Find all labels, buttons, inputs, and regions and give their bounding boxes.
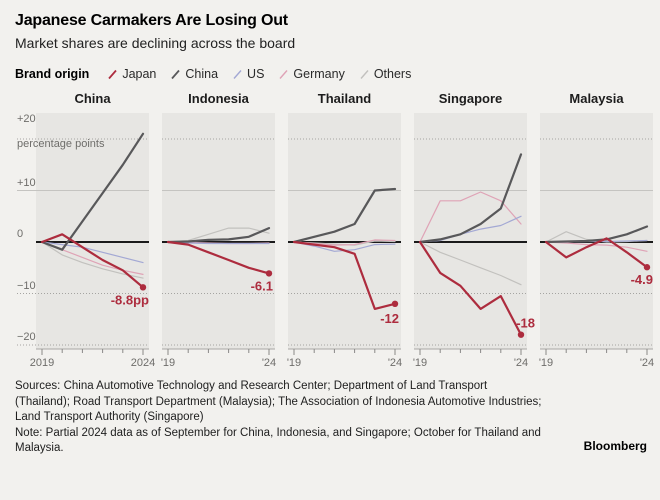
series-line-china bbox=[166, 226, 271, 244]
chart-title: Japanese Carmakers Are Losing Out bbox=[15, 12, 288, 29]
end-point-dot bbox=[643, 264, 651, 271]
x-axis-tick-label: '24 bbox=[640, 357, 654, 369]
panel-china: China -8.8pp 2019 2024 bbox=[17, 91, 155, 369]
series-line-china bbox=[40, 132, 145, 251]
chart-subtitle: Market shares are declining across the b… bbox=[15, 35, 296, 51]
series-line-japan bbox=[292, 240, 397, 310]
panel-plot: -6.1 '19 '24 bbox=[161, 113, 276, 369]
series-line-china bbox=[418, 153, 523, 244]
plot-background bbox=[288, 113, 401, 349]
end-value-label: -12 bbox=[380, 311, 399, 326]
series-line-japan bbox=[166, 240, 271, 275]
legend-slash-icon bbox=[233, 69, 242, 79]
legend-item-label: Japan bbox=[122, 67, 157, 81]
legend-item-label: China bbox=[185, 67, 219, 81]
x-axis-tick-label: 2024 bbox=[131, 357, 155, 369]
series-line-us bbox=[41, 241, 144, 264]
legend-item-label: Germany bbox=[293, 67, 345, 81]
legend-slash-icon bbox=[171, 69, 181, 79]
legend-label: Brand origin bbox=[15, 67, 90, 81]
panel-title: Singapore bbox=[438, 91, 503, 106]
series-line-japan bbox=[40, 233, 145, 289]
legend-slash-icon bbox=[108, 69, 117, 79]
x-axis-tick-label: '24 bbox=[262, 357, 276, 369]
x-axis-tick-label: '24 bbox=[388, 357, 402, 369]
legend-item-label: Others bbox=[373, 67, 412, 81]
series-line-germany bbox=[419, 191, 522, 243]
x-axis-tick-label: '19 bbox=[287, 357, 301, 369]
legend-item-china: China bbox=[170, 67, 218, 81]
bloomberg-logo: Bloomberg bbox=[583, 439, 647, 453]
panel-malaysia: Malaysia -4.9 '19 '24 bbox=[539, 91, 654, 369]
sources-text: Sources: China Automotive Technology and… bbox=[15, 380, 542, 423]
x-axis-tick-label: 2019 bbox=[30, 357, 54, 369]
plot-background bbox=[36, 113, 149, 349]
legend-item-japan: Japan bbox=[107, 67, 156, 81]
series-line-china bbox=[292, 187, 397, 244]
panel-thailand: Thailand -12 '19 '24 bbox=[287, 91, 402, 369]
end-value-label: -18 bbox=[516, 316, 535, 331]
x-axis-tick-label: '19 bbox=[161, 357, 175, 369]
panel-singapore: Singapore -18 '19 '24 bbox=[413, 91, 535, 369]
end-value-label: -6.1 bbox=[251, 278, 273, 293]
panel-plot: -8.8pp 2019 2024 bbox=[17, 113, 155, 369]
legend-item-label: US bbox=[247, 67, 265, 81]
panel-indonesia: Indonesia -6.1 '19 '24 bbox=[161, 91, 276, 369]
small-multiples: +20 percentage points +10 0 −10 −20 China -8.8p… bbox=[0, 91, 660, 369]
x-axis-tick-label: '19 bbox=[539, 357, 553, 369]
x-axis-tick-label: '24 bbox=[514, 357, 528, 369]
end-value-label: -4.9 bbox=[631, 272, 653, 287]
end-point-dot bbox=[517, 331, 525, 338]
panel-plot: -4.9 '19 '24 bbox=[539, 113, 654, 369]
legend-item-us: US bbox=[232, 67, 264, 81]
series-line-us bbox=[167, 241, 270, 245]
legend-item-germany: Germany bbox=[278, 67, 345, 81]
panel-plot: -18 '19 '24 bbox=[413, 113, 535, 369]
series-line-japan bbox=[418, 240, 523, 336]
x-axis-tick-label: '19 bbox=[413, 357, 427, 369]
note-text: Note: Partial 2024 data as of September … bbox=[15, 426, 541, 455]
panel-plot: -12 '19 '24 bbox=[287, 113, 402, 369]
series-line-japan bbox=[544, 237, 649, 269]
panel-title: Malaysia bbox=[569, 91, 624, 106]
series-line-others bbox=[419, 241, 522, 286]
legend-slash-icon bbox=[279, 69, 288, 79]
panel-title: China bbox=[74, 91, 111, 106]
series-line-china bbox=[544, 225, 649, 244]
end-value-label: -8.8pp bbox=[111, 292, 149, 307]
panel-title: Thailand bbox=[317, 91, 372, 106]
legend: Brand origin Japan China US Germany Others bbox=[15, 67, 645, 81]
end-point-dot bbox=[391, 300, 399, 307]
legend-item-others: Others bbox=[359, 67, 412, 81]
chart-footer: Sources: China Automotive Technology and… bbox=[0, 369, 660, 457]
series-line-germany bbox=[545, 241, 648, 252]
end-point-dot bbox=[265, 270, 273, 277]
end-point-dot bbox=[139, 284, 147, 291]
legend-slash-icon bbox=[360, 69, 369, 79]
series-line-others bbox=[41, 241, 144, 279]
panel-title: Indonesia bbox=[188, 91, 249, 106]
chart-header: Japanese Carmakers Are Losing Out Market… bbox=[0, 12, 660, 81]
